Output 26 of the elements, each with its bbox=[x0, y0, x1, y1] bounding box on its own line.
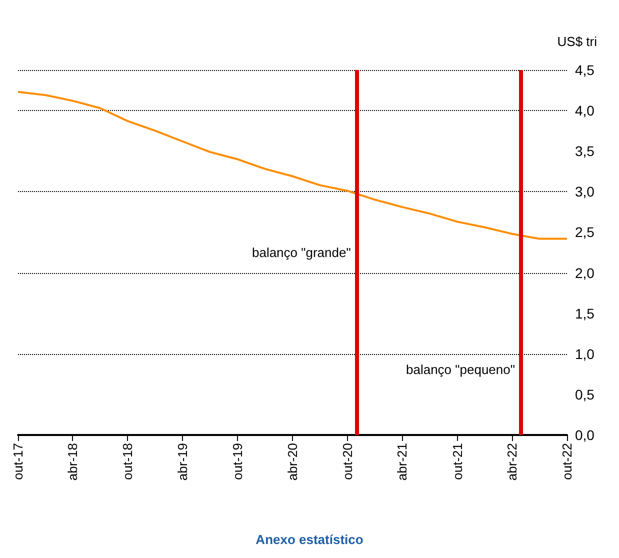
x-tick-label: out-19 bbox=[230, 443, 245, 480]
x-tick-label: out-21 bbox=[450, 443, 465, 480]
x-tick-label: out-17 bbox=[10, 443, 26, 480]
y-tick-label: 4,0 bbox=[575, 102, 595, 119]
y-tick-label: 0,5 bbox=[575, 386, 595, 402]
ref-line-label: balanço "pequeno" bbox=[406, 362, 516, 377]
x-tick-label: abr-20 bbox=[285, 443, 300, 481]
y-tick-label: 1,5 bbox=[575, 305, 595, 322]
x-tick-label: abr-22 bbox=[504, 443, 520, 481]
y-tick-label: 0,0 bbox=[575, 427, 595, 443]
text: Anexo estatístico bbox=[256, 532, 364, 547]
x-tick-label: out-18 bbox=[120, 443, 136, 480]
x-tick-label: out-22 bbox=[560, 443, 574, 480]
y-axis-title: US$ tri bbox=[557, 34, 598, 49]
y-tick-label: 1,0 bbox=[575, 346, 595, 362]
x-tick-label: abr-19 bbox=[174, 443, 190, 481]
y-tick-label: 4,5 bbox=[575, 62, 595, 78]
y-tick-label: 2,5 bbox=[575, 224, 595, 240]
x-tick-label: abr-21 bbox=[394, 443, 410, 481]
x-tick-label: abr-18 bbox=[65, 443, 80, 481]
y-tick-label: 2,0 bbox=[575, 264, 595, 281]
line-series bbox=[17, 90, 568, 240]
y-tick-label: 3,5 bbox=[575, 143, 595, 160]
y-tick-label: 3,0 bbox=[575, 184, 595, 200]
x-tick-label: out-20 bbox=[340, 443, 356, 480]
ref-line-label: balanço "grande" bbox=[252, 245, 352, 260]
